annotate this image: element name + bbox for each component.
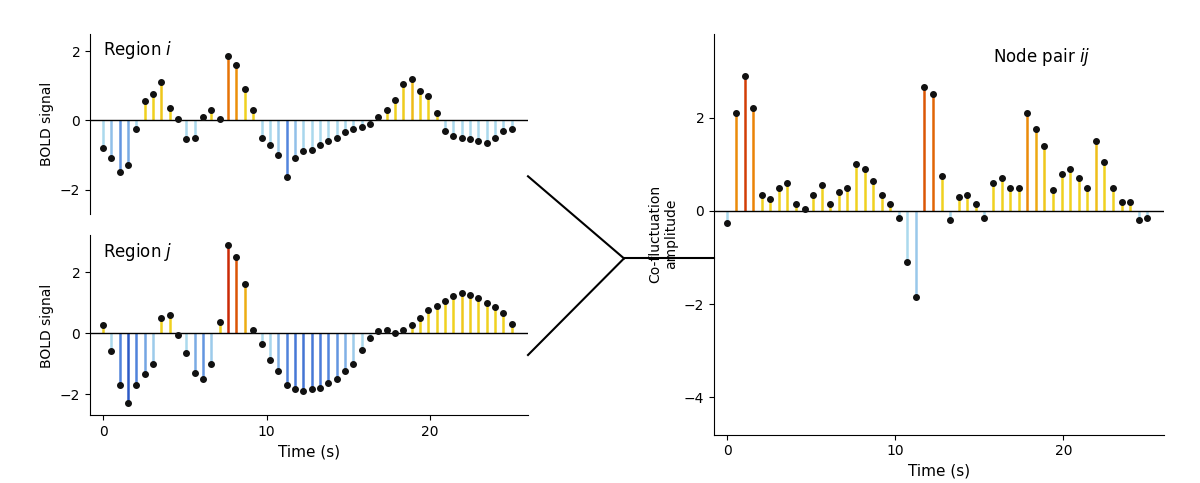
Text: Region $j$: Region $j$ — [103, 241, 173, 263]
Text: Node pair $ij$: Node pair $ij$ — [994, 46, 1091, 68]
Y-axis label: Co-fluctuation
amplitude: Co-fluctuation amplitude — [648, 185, 678, 284]
X-axis label: Time (s): Time (s) — [908, 464, 970, 479]
Text: Region $i$: Region $i$ — [103, 39, 173, 61]
X-axis label: Time (s): Time (s) — [278, 445, 340, 460]
Y-axis label: BOLD signal: BOLD signal — [41, 283, 54, 368]
Y-axis label: BOLD signal: BOLD signal — [41, 82, 54, 166]
